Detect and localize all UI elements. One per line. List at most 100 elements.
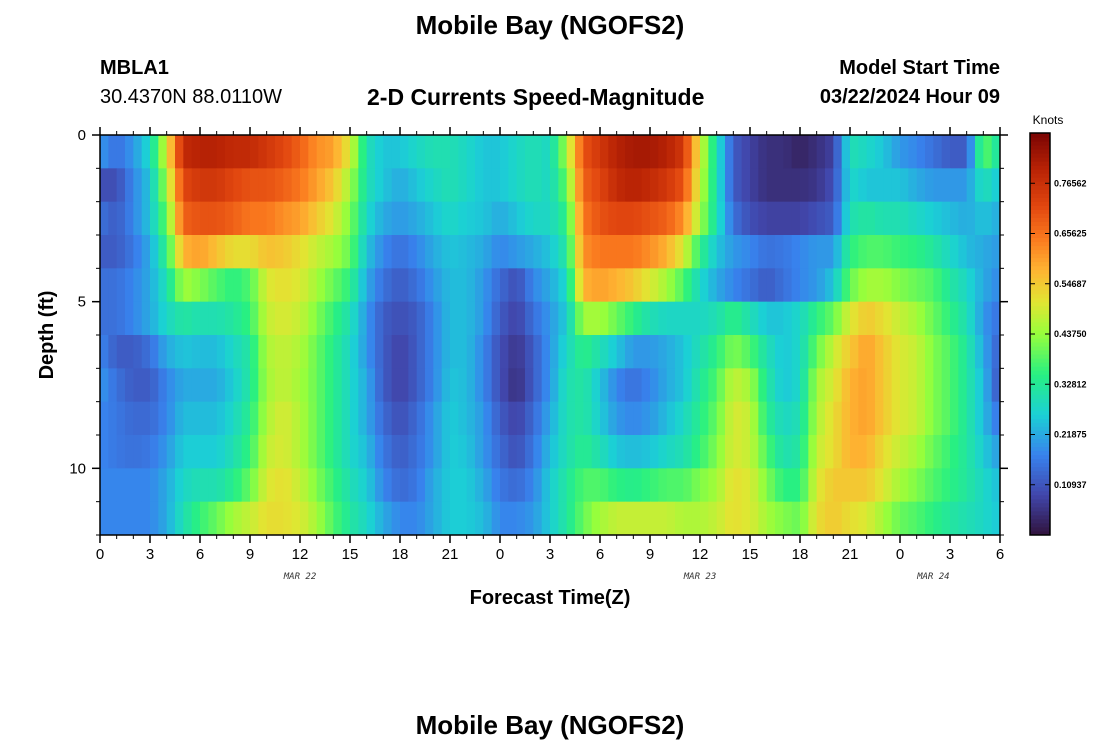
colorbar-tick-label: 0.54687 [1054, 279, 1087, 289]
colorbar-segment [1030, 514, 1050, 520]
heatmap-cell [116, 435, 126, 469]
heatmap-cell [616, 235, 626, 269]
heatmap-cell [233, 468, 243, 503]
heatmap-cell [958, 235, 968, 269]
heatmap-cell [466, 201, 476, 236]
colorbar-segment [1030, 386, 1050, 391]
heatmap-cell [925, 235, 934, 269]
heatmap-cell [108, 435, 118, 469]
heatmap-cell [166, 368, 176, 403]
heatmap-cell [841, 268, 851, 303]
heatmap-cell [658, 135, 668, 169]
heatmap-cell [658, 401, 668, 436]
x-tick-label: 12 [692, 546, 709, 563]
heatmap-cell [425, 501, 434, 536]
heatmap-cell [158, 235, 168, 269]
heatmap-cell [900, 201, 909, 236]
heatmap-cell [316, 368, 326, 403]
heatmap-cell [375, 435, 384, 469]
heatmap-cell [983, 368, 993, 403]
colorbar-segment [1030, 458, 1050, 464]
heatmap-cell [425, 168, 434, 203]
colorbar-segment [1030, 185, 1050, 190]
heatmap-cell [208, 301, 218, 336]
heatmap-cell [225, 435, 234, 469]
heatmap-cell [933, 301, 943, 336]
heatmap-cell [183, 501, 193, 536]
heatmap-cell [941, 235, 951, 269]
heatmap-cell [958, 335, 968, 369]
heatmap-cell [500, 135, 509, 169]
heatmap-cell [641, 368, 651, 403]
heatmap-cell [775, 168, 784, 203]
heatmap-cell [833, 468, 843, 503]
heatmap-cell [875, 335, 884, 369]
heatmap-cell [291, 268, 301, 303]
heatmap-cell [641, 401, 651, 436]
heatmap-cell [841, 235, 851, 269]
heatmap-cell [616, 368, 626, 403]
heatmap-cell [441, 235, 451, 269]
heatmap-cell [908, 301, 918, 336]
heatmap-cell [608, 268, 618, 303]
colorbar-segment [1030, 426, 1050, 431]
heatmap-cell [316, 135, 326, 169]
heatmap-cell [758, 301, 768, 336]
heatmap-cell [850, 501, 859, 536]
heatmap-cell [116, 235, 126, 269]
colorbar-segment [1030, 213, 1050, 218]
heatmap-cell [100, 401, 109, 436]
heatmap-cell [458, 135, 468, 169]
heatmap-cell [341, 301, 351, 336]
heatmap-cell [833, 168, 843, 203]
colorbar-segment [1030, 249, 1050, 255]
heatmap-cell [491, 468, 501, 503]
heatmap-cell [766, 435, 776, 469]
heatmap-cell [333, 201, 343, 236]
heatmap-cell [333, 368, 343, 403]
heatmap-cell [591, 335, 601, 369]
heatmap-cell [408, 235, 418, 269]
heatmap-cell [200, 368, 209, 403]
heatmap-cell [225, 135, 234, 169]
heatmap-cell [158, 368, 168, 403]
heatmap-cell [458, 301, 468, 336]
heatmap-cell [466, 468, 476, 503]
heatmap-cell [141, 301, 151, 336]
heatmap-cell [466, 301, 476, 336]
heatmap-cell [550, 235, 559, 269]
heatmap-cell [400, 435, 409, 469]
heatmap-cell [166, 135, 176, 169]
colorbar-segment [1030, 177, 1050, 182]
heatmap-cell [741, 468, 751, 503]
heatmap-cell [775, 268, 784, 303]
heatmap-cell [600, 301, 609, 336]
heatmap-cell [191, 268, 201, 303]
heatmap-cell [250, 335, 259, 369]
colorbar-segment [1030, 470, 1050, 476]
heatmap-cell [525, 201, 534, 236]
colorbar-segment [1030, 442, 1050, 448]
heatmap-cell [216, 235, 226, 269]
heatmap-cell [325, 468, 334, 503]
heatmap-cell [133, 335, 143, 369]
heatmap-cell [316, 468, 326, 503]
heatmap-cell [366, 135, 376, 169]
heatmap-cell [750, 301, 759, 336]
heatmap-cell [166, 168, 176, 203]
x-tick-label: 18 [392, 546, 409, 563]
colorbar-segment [1030, 193, 1050, 198]
heatmap-cell [200, 401, 209, 436]
heatmap-cell [608, 435, 618, 469]
heatmap-cell [233, 268, 243, 303]
heatmap-cell [708, 301, 718, 336]
heatmap-cell [825, 335, 834, 369]
heatmap-cell [608, 301, 618, 336]
colorbar-segment [1030, 253, 1050, 259]
heatmap-cell [616, 501, 626, 536]
heatmap-cell [816, 135, 826, 169]
heatmap-cell [941, 168, 951, 203]
heatmap-cell [791, 201, 801, 236]
heatmap-cell [441, 135, 451, 169]
heatmap-cell [800, 401, 809, 436]
